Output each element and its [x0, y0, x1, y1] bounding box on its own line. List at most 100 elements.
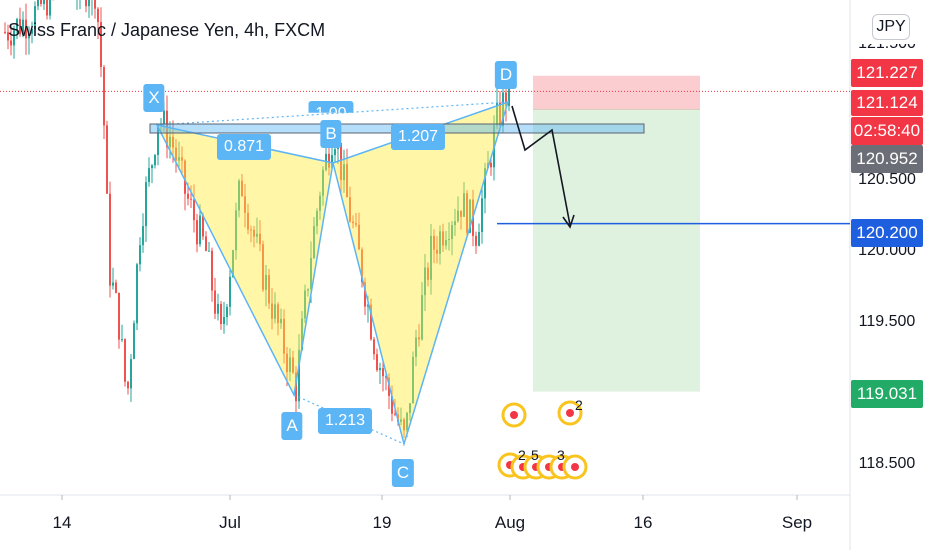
- candle-body: [175, 147, 177, 161]
- candle-body: [466, 193, 468, 233]
- candle-body: [292, 357, 294, 373]
- candle-body: [229, 276, 231, 307]
- event-marker-count: 2: [518, 447, 526, 463]
- candle-body: [40, 0, 42, 4]
- currency-label[interactable]: JPY: [872, 14, 910, 40]
- candle-body: [127, 381, 129, 389]
- candle-body: [100, 22, 102, 68]
- candle-body: [184, 160, 186, 194]
- candle-body: [145, 182, 147, 227]
- candle-body: [415, 337, 417, 357]
- candle-body: [496, 102, 498, 126]
- candle-body: [457, 210, 459, 222]
- candle-body: [448, 239, 450, 241]
- candle-body: [364, 282, 366, 307]
- candle-body: [172, 136, 174, 148]
- price-tag: 119.031: [851, 380, 923, 408]
- candle-body: [13, 30, 15, 46]
- candle-body: [112, 282, 114, 286]
- price-tag: 02:58:40: [851, 117, 923, 145]
- candle-body: [298, 349, 300, 402]
- candle-body: [181, 157, 183, 161]
- candle-body: [19, 19, 21, 35]
- candle-body: [4, 31, 6, 33]
- candle-body: [268, 275, 270, 304]
- x-tick-label: Jul: [219, 513, 241, 532]
- pattern-point-x: X: [143, 84, 165, 112]
- candle-body: [217, 303, 219, 314]
- candle-body: [358, 224, 360, 250]
- x-tick-label: Aug: [494, 513, 526, 532]
- candle-body: [502, 92, 504, 126]
- pattern-ratio: 1.213: [317, 408, 373, 434]
- candle-body: [166, 110, 168, 147]
- candle-body: [469, 199, 471, 233]
- candle-body: [391, 395, 393, 414]
- candle-body: [328, 153, 330, 168]
- candle-body: [484, 168, 486, 199]
- candle-body: [343, 164, 345, 181]
- candle-body: [400, 419, 402, 422]
- candle-body: [373, 339, 375, 355]
- candle-body: [322, 169, 324, 196]
- event-marker-count: 5: [531, 447, 539, 463]
- candle-body: [235, 210, 237, 251]
- price-tag: 120.952: [851, 145, 923, 173]
- take-profit-zone: [533, 108, 700, 392]
- candle-body: [304, 290, 306, 319]
- candle-body: [28, 33, 30, 39]
- stop-loss-zone: [533, 75, 700, 110]
- candle-body: [157, 124, 159, 155]
- x-tick-label: 14: [52, 513, 72, 532]
- candle-body: [202, 215, 204, 237]
- candle-body: [178, 157, 180, 161]
- candle-body: [250, 229, 252, 231]
- candle-body: [208, 250, 210, 252]
- candle-body: [46, 0, 48, 16]
- candle-body: [238, 180, 240, 211]
- candle-body: [7, 32, 9, 41]
- candle-body: [361, 249, 363, 283]
- candle-body: [88, 0, 90, 7]
- projection-path: [511, 105, 571, 226]
- candle-body: [445, 239, 447, 246]
- candle-body: [301, 318, 303, 350]
- candle-body: [10, 40, 12, 46]
- candle-body: [133, 323, 135, 360]
- candle-body: [265, 275, 267, 290]
- candle-body: [37, 0, 39, 7]
- candle-body: [253, 229, 255, 237]
- candle-body: [262, 244, 264, 290]
- candle-body: [259, 233, 261, 245]
- candle-body: [16, 19, 18, 31]
- event-marker-dot: [510, 411, 518, 419]
- candle-body: [436, 249, 438, 254]
- candle-body: [199, 215, 201, 245]
- candle-body: [454, 221, 456, 226]
- y-tick-label: 120.500: [858, 171, 916, 188]
- candle-body: [139, 245, 141, 265]
- candle-body: [190, 198, 192, 200]
- candle-body: [163, 110, 165, 125]
- price-tag: 121.124: [851, 90, 923, 116]
- candle-body: [355, 223, 357, 225]
- pattern-ratio: 1.00: [308, 101, 354, 113]
- candle-body: [331, 155, 333, 168]
- candle-body: [211, 250, 213, 291]
- pattern-xab-triangle: [155, 123, 334, 398]
- candle-body: [103, 67, 105, 126]
- candle-body: [97, 8, 99, 23]
- candle-body: [349, 197, 351, 222]
- candle-body: [385, 376, 387, 378]
- candle-body: [334, 149, 336, 156]
- candle-body: [49, 0, 51, 16]
- candle-body: [427, 267, 429, 280]
- candle-body: [226, 306, 228, 318]
- candle-body: [346, 164, 348, 198]
- candle-body: [151, 165, 153, 169]
- candle-body: [232, 250, 234, 277]
- candle-body: [319, 195, 321, 211]
- candle-body: [394, 413, 396, 415]
- candle-body: [115, 282, 117, 293]
